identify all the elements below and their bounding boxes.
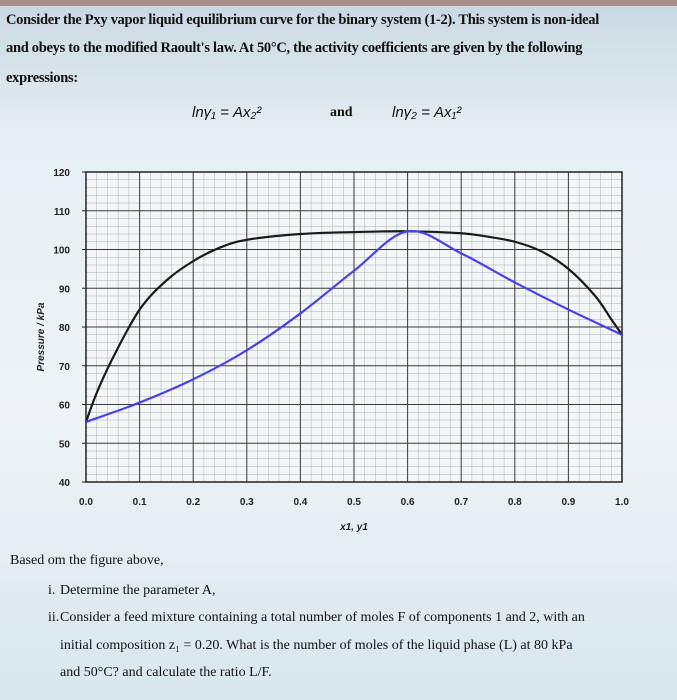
x-tick-label: 0.3 bbox=[240, 497, 254, 508]
y-tick-label: 80 bbox=[59, 323, 71, 334]
photo-edge bbox=[0, 0, 677, 6]
y-axis-label: Pressure / kPa bbox=[36, 302, 47, 371]
y-tick-label: 70 bbox=[59, 362, 71, 373]
dew-curve-line bbox=[85, 229, 623, 423]
x-tick-label: 0.5 bbox=[347, 497, 361, 508]
x-tick-label: 0.2 bbox=[186, 497, 200, 508]
intro-line-2: and obeys to the modified Raoult's law. … bbox=[6, 40, 583, 56]
y-tick-label: 90 bbox=[59, 284, 71, 295]
equation-1: lnγ₁ = Ax₂² bbox=[192, 104, 262, 121]
x-tick-label: 0.0 bbox=[79, 497, 93, 508]
y-tick-label: 60 bbox=[59, 401, 71, 412]
y-tick-label: 120 bbox=[53, 168, 70, 179]
x-tick-label: 0.1 bbox=[133, 497, 147, 508]
item-2-text: Consider a feed mixture containing a tot… bbox=[60, 610, 585, 625]
item-2-num: ii. bbox=[48, 610, 60, 625]
item-2-text-end: and 50°C? and calculate the ratio L/F. bbox=[60, 665, 272, 680]
question-lead: Based om the figure above, bbox=[10, 553, 164, 568]
y-tick-label: 50 bbox=[59, 439, 71, 450]
equation-2: lnγ₂ = Ax₁² bbox=[392, 104, 462, 121]
intro-line-1: Consider the Pxy vapor liquid equilibriu… bbox=[6, 12, 599, 28]
item-1-num: i. bbox=[48, 583, 56, 598]
equation-join: and bbox=[330, 105, 353, 120]
y-tick-label: 110 bbox=[54, 207, 71, 218]
y-tick-label: 100 bbox=[53, 246, 70, 257]
x-tick-label: 0.9 bbox=[561, 497, 575, 508]
bubble-curve-line bbox=[84, 230, 623, 423]
x-tick-label: 1.0 bbox=[615, 497, 629, 508]
item-1-text: Determine the parameter A, bbox=[60, 583, 216, 598]
x-tick-label: 0.8 bbox=[508, 497, 522, 508]
plot-frame bbox=[85, 171, 623, 483]
y-tick-label: 40 bbox=[59, 478, 71, 489]
x-tick-label: 0.4 bbox=[293, 497, 307, 508]
x-axis-label: x1, y1 bbox=[339, 522, 368, 533]
x-tick-label: 0.7 bbox=[454, 497, 468, 508]
pxy-chart: 0.0 0.1 0.2 0.3 0.4 0.5 0.6 0.7 0.8 0.9 1.0 40 50 60 7… bbox=[36, 168, 629, 533]
intro-line-3: expressions: bbox=[6, 70, 78, 86]
x-tick-label: 0.6 bbox=[401, 497, 415, 508]
item-2-text-cont: initial composition z₁ = 0.20. What is t… bbox=[60, 638, 573, 653]
